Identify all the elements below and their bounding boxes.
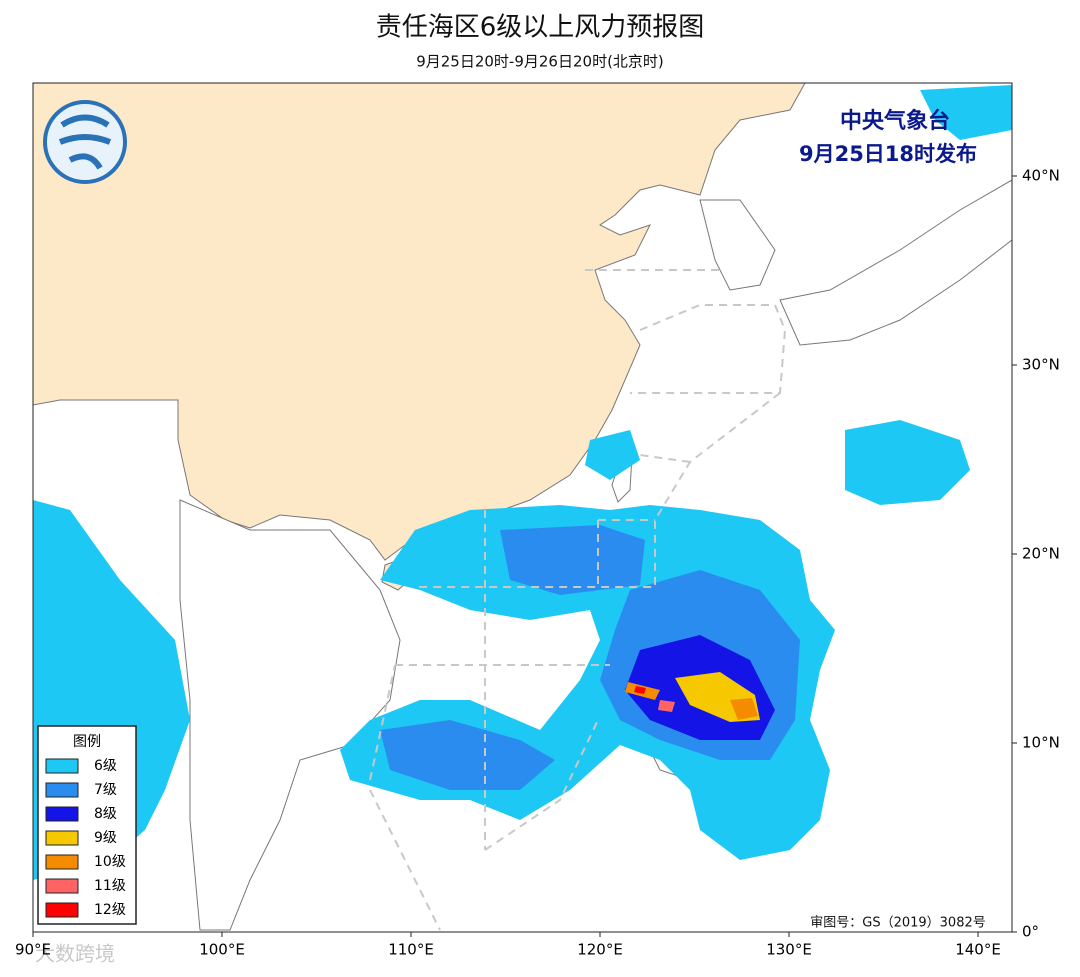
subtitle: 9月25日20时-9月26日20时(北京时) bbox=[416, 53, 664, 71]
y-tick-label: 0° bbox=[1022, 923, 1039, 941]
x-tick-label: 90°E bbox=[15, 941, 51, 959]
wind-area bbox=[658, 700, 675, 712]
wind-area bbox=[920, 85, 1012, 140]
y-tick-label: 40°N bbox=[1022, 167, 1060, 185]
legend-swatch bbox=[45, 902, 79, 918]
logo bbox=[43, 100, 127, 184]
legend-label: 6级 bbox=[94, 758, 117, 774]
y-tick-label: 10°N bbox=[1022, 734, 1060, 752]
legend-label: 11级 bbox=[94, 878, 126, 894]
legend-swatch bbox=[45, 782, 79, 798]
review-number: 审图号：GS（2019）3082号 bbox=[810, 916, 986, 931]
legend-swatch bbox=[45, 830, 79, 846]
wind-area bbox=[585, 430, 640, 480]
map-area bbox=[33, 83, 1012, 932]
legend-label: 10级 bbox=[94, 854, 126, 870]
china-land bbox=[33, 83, 806, 561]
wind-area bbox=[845, 420, 970, 505]
x-tick-label: 130°E bbox=[766, 941, 812, 959]
wind-areas bbox=[33, 85, 1012, 880]
sea-zone-lines bbox=[369, 269, 787, 931]
legend-swatch bbox=[45, 758, 79, 774]
legend-title: 图例 bbox=[73, 734, 101, 750]
korea bbox=[699, 199, 776, 291]
legend-swatch bbox=[45, 878, 79, 894]
legend-label: 7级 bbox=[94, 782, 117, 798]
legend: 图例 6级 7级 8级 9级 10级 11级 12级 bbox=[37, 725, 137, 925]
legend-label: 8级 bbox=[94, 806, 117, 822]
indochina bbox=[179, 499, 401, 931]
x-tick-label: 140°E bbox=[955, 941, 1001, 959]
legend-box bbox=[37, 725, 137, 925]
issuer: 中央气象台 bbox=[840, 108, 950, 134]
watermark: 大数跨境 bbox=[35, 942, 115, 966]
wind-area bbox=[380, 720, 555, 790]
legend-label: 9级 bbox=[94, 830, 117, 846]
issue-time: 9月25日18时发布 bbox=[799, 142, 977, 166]
legend-label: 12级 bbox=[94, 902, 126, 918]
x-tick-label: 100°E bbox=[199, 941, 245, 959]
japan bbox=[779, 179, 1012, 346]
wind-area bbox=[634, 686, 646, 694]
legend-swatch bbox=[45, 854, 79, 870]
y-tick-label: 30°N bbox=[1022, 356, 1060, 374]
frame bbox=[32, 82, 1013, 933]
x-tick-label: 110°E bbox=[388, 941, 434, 959]
wind-area bbox=[730, 698, 758, 720]
legend-swatch bbox=[45, 806, 79, 822]
y-tick-label: 20°N bbox=[1022, 545, 1060, 563]
x-tick-label: 120°E bbox=[577, 941, 623, 959]
title: 责任海区6级以上风力预报图 bbox=[376, 13, 705, 43]
wind-area bbox=[500, 525, 645, 595]
